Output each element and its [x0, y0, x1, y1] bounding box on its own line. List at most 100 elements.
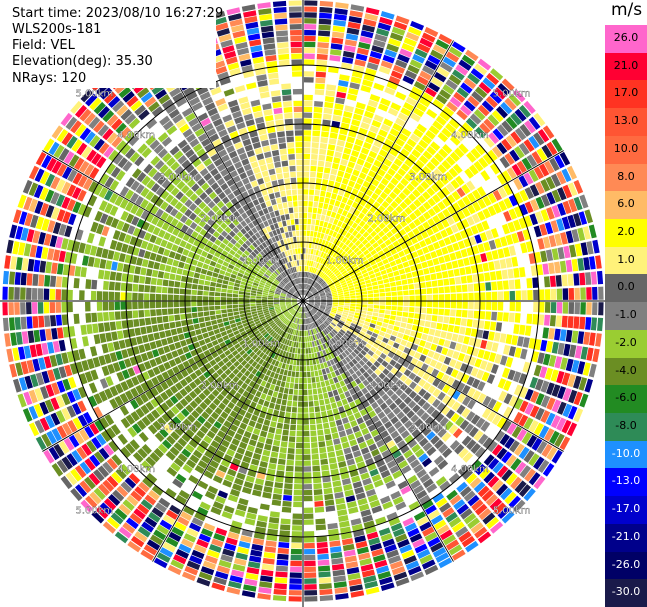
- velocity-gate: [329, 339, 334, 346]
- velocity-gate: [454, 317, 462, 326]
- velocity-gate: [257, 196, 265, 204]
- velocity-gate: [359, 558, 373, 566]
- velocity-gate: [61, 276, 68, 288]
- velocity-gate: [284, 326, 288, 332]
- velocity-gate: [421, 32, 436, 43]
- velocity-gate: [307, 278, 311, 284]
- velocity-gate: [178, 261, 185, 269]
- velocity-gate: [412, 53, 426, 64]
- velocity-gate: [106, 475, 119, 488]
- velocity-gate: [318, 24, 331, 31]
- velocity-gate: [213, 16, 227, 26]
- velocity-gate: [165, 388, 174, 398]
- velocity-gate: [222, 261, 229, 267]
- velocity-gate: [160, 256, 168, 264]
- velocity-gate: [297, 290, 301, 296]
- velocity-gate: [318, 257, 322, 263]
- velocity-gate: [317, 263, 322, 270]
- velocity-gate: [265, 395, 272, 402]
- velocity-gate: [248, 320, 255, 325]
- velocity-gate: [219, 484, 231, 494]
- velocity-gate: [293, 359, 297, 366]
- velocity-gate: [194, 485, 206, 495]
- velocity-gate: [43, 233, 52, 246]
- velocity-gate: [242, 274, 249, 280]
- velocity-gate: [271, 264, 277, 270]
- velocity-gate: [446, 489, 458, 501]
- velocity-gate: [378, 364, 386, 372]
- velocity-gate: [368, 301, 374, 305]
- velocity-gate: [227, 99, 239, 108]
- velocity-gate: [317, 345, 322, 352]
- velocity-gate: [280, 331, 286, 337]
- velocity-gate: [341, 358, 348, 365]
- velocity-gate: [52, 221, 62, 235]
- velocity-gate: [455, 309, 462, 317]
- velocity-gate: [418, 422, 428, 432]
- velocity-gate: [139, 275, 146, 284]
- velocity-gate: [217, 274, 225, 280]
- velocity-gate: [115, 420, 126, 432]
- velocity-gate: [103, 189, 114, 201]
- velocity-gate: [308, 207, 313, 213]
- velocity-gate: [84, 458, 96, 471]
- velocity-gate: [348, 368, 355, 375]
- velocity-gate: [129, 439, 140, 451]
- velocity-gate: [246, 149, 255, 158]
- velocity-gate: [373, 159, 382, 168]
- velocity-gate: [119, 126, 131, 139]
- velocity-gate: [308, 302, 315, 305]
- velocity-gate: [345, 340, 351, 347]
- velocity-gate: [279, 302, 286, 305]
- velocity-gate: [244, 182, 252, 191]
- velocity-gate: [124, 189, 135, 200]
- velocity-gate: [244, 298, 250, 301]
- velocity-gate: [338, 461, 347, 468]
- velocity-gate: [44, 275, 51, 287]
- velocity-gate: [253, 279, 260, 284]
- velocity-gate: [298, 336, 301, 342]
- velocity-gate: [78, 242, 86, 254]
- velocity-gate: [306, 324, 309, 330]
- velocity-gate: [255, 116, 265, 124]
- velocity-gate: [279, 530, 290, 537]
- velocity-gate: [333, 376, 339, 384]
- velocity-gate: [140, 393, 149, 403]
- velocity-gate: [201, 182, 210, 191]
- velocity-gate: [284, 285, 290, 290]
- velocity-gate: [229, 346, 236, 353]
- velocity-gate: [282, 279, 287, 285]
- velocity-gate: [317, 429, 324, 436]
- velocity-gate: [316, 320, 321, 326]
- velocity-gate: [313, 364, 318, 371]
- velocity-gate: [192, 318, 199, 324]
- velocity-gate: [272, 366, 278, 373]
- velocity-gate: [330, 330, 337, 336]
- velocity-gate: [294, 329, 297, 336]
- velocity-gate: [461, 468, 474, 480]
- velocity-gate: [324, 247, 330, 254]
- velocity-gate: [65, 472, 78, 486]
- velocity-gate: [353, 339, 360, 346]
- velocity-gate: [196, 334, 204, 341]
- velocity-gate: [347, 433, 356, 441]
- velocity-gate: [167, 308, 174, 315]
- velocity-gate: [241, 191, 249, 199]
- velocity-gate: [324, 348, 330, 355]
- velocity-gate: [584, 378, 594, 393]
- velocity-gate: [288, 290, 294, 294]
- velocity-gate: [362, 324, 369, 330]
- velocity-gate: [350, 76, 362, 84]
- velocity-gate: [320, 338, 325, 344]
- velocity-gate: [338, 353, 345, 360]
- velocity-gate: [259, 581, 273, 589]
- velocity-gate: [261, 139, 270, 147]
- velocity-gate: [127, 540, 142, 553]
- velocity-gate: [380, 495, 391, 505]
- velocity-gate: [335, 449, 344, 457]
- velocity-gate: [101, 343, 109, 354]
- velocity-gate: [517, 336, 524, 347]
- velocity-gate: [118, 232, 127, 242]
- velocity-gate: [268, 426, 276, 434]
- velocity-gate: [38, 231, 46, 245]
